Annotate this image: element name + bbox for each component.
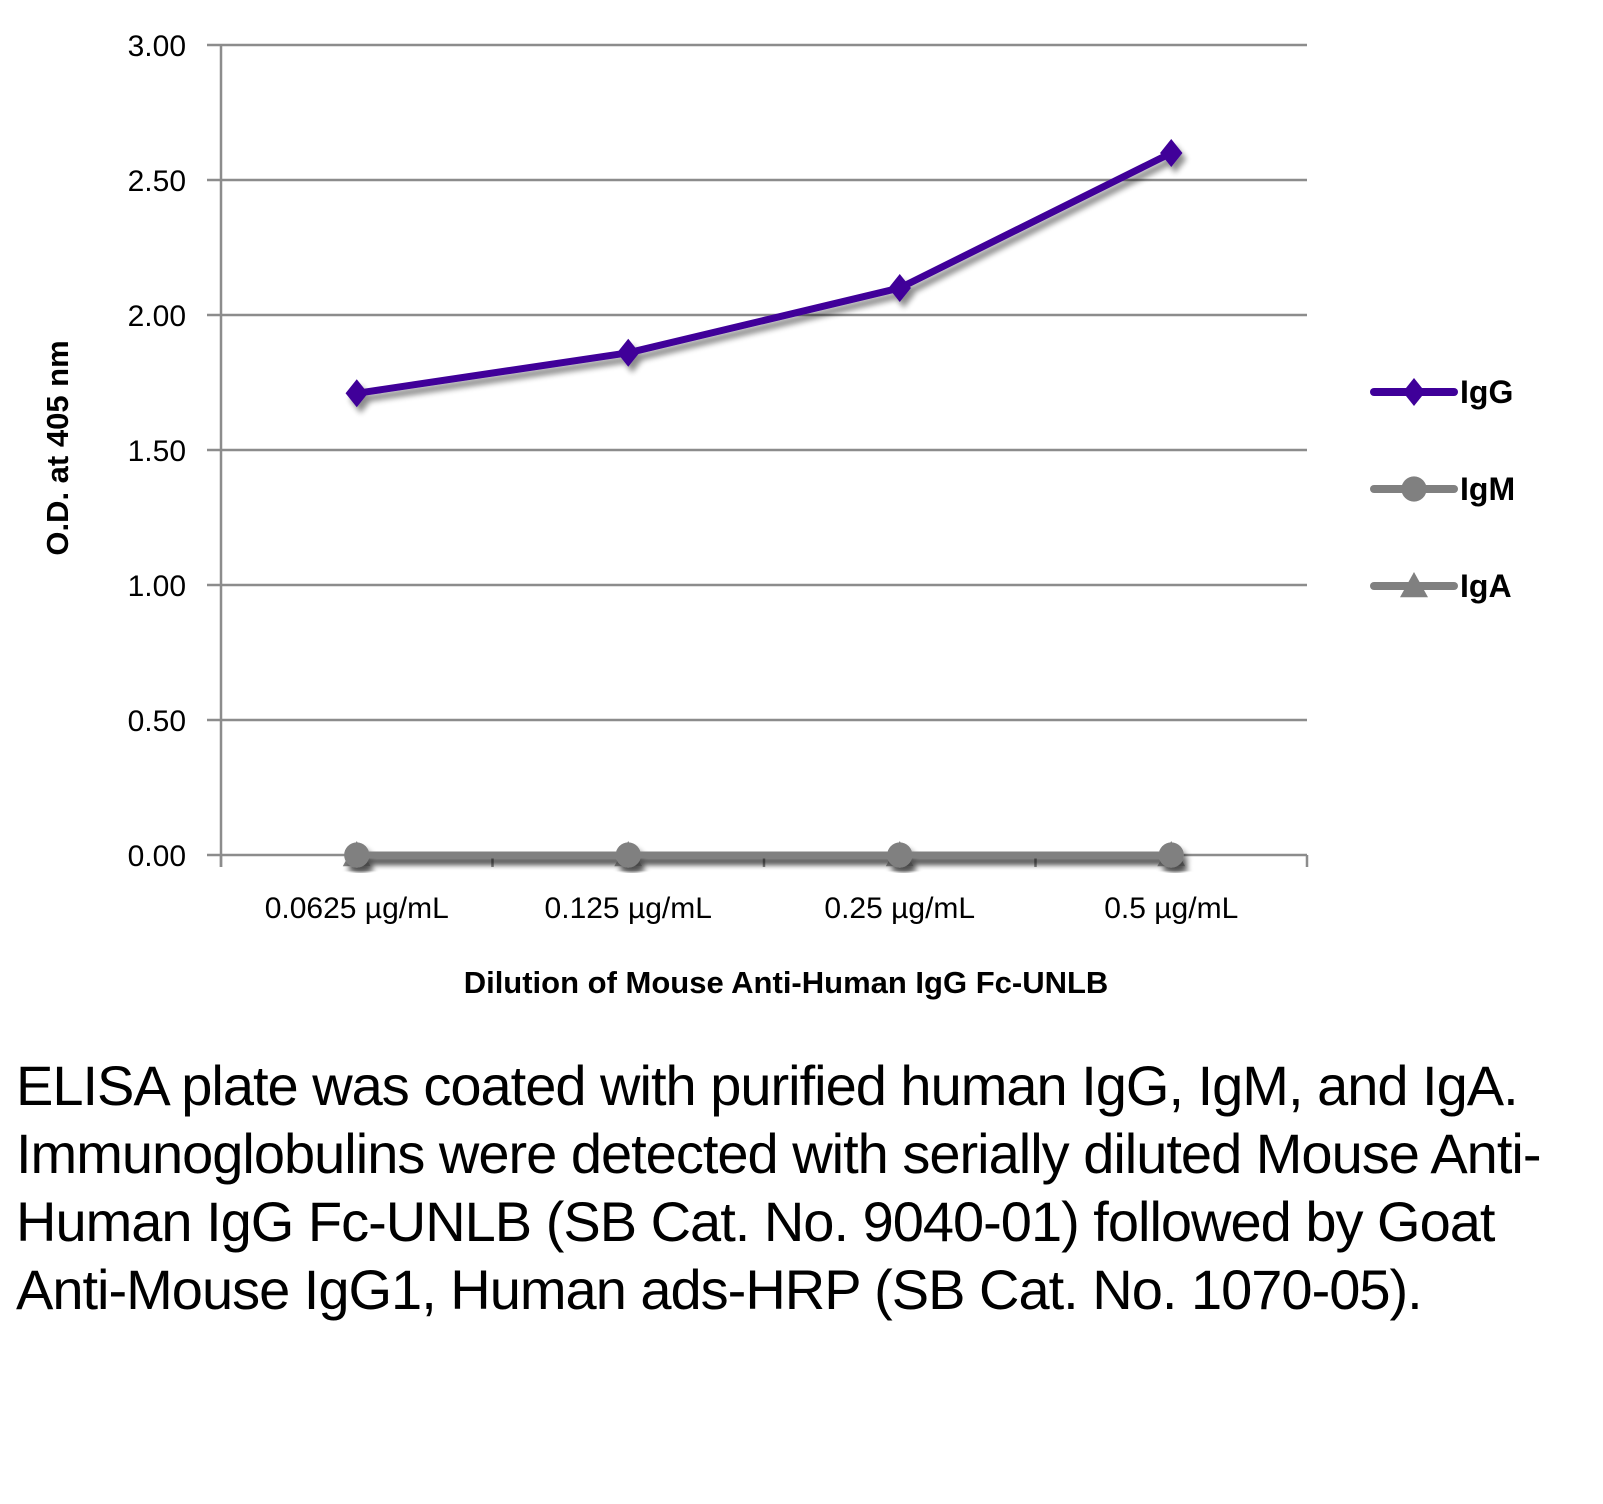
series-layer <box>342 139 1186 868</box>
y-tick-labels: 0.00 0.50 1.00 1.50 2.00 2.50 3.00 <box>128 30 186 873</box>
figure-caption: ELISA plate was coated with purified hum… <box>16 1054 1541 1321</box>
x-tick-label: 0.125 µg/mL <box>545 892 712 925</box>
legend-item-iga: IgA <box>1370 568 1512 604</box>
y-tick-label: 0.00 <box>128 840 186 873</box>
y-tick-label: 1.00 <box>128 570 186 603</box>
data-point-igg <box>888 274 911 302</box>
data-point-igg <box>345 379 368 408</box>
x-tick-label: 0.25 µg/mL <box>824 892 975 925</box>
series-igm <box>344 842 1184 868</box>
x-tick-labels: 0.0625 µg/mL 0.125 µg/mL 0.25 µg/mL 0.5 µg/… <box>265 892 1239 925</box>
x-tick-label: 0.5 µg/mL <box>1104 892 1238 925</box>
data-point-igm <box>344 842 370 868</box>
series-igg <box>345 139 1183 408</box>
legend-marker-circle-icon <box>1401 476 1427 502</box>
data-point-igm <box>1158 842 1184 868</box>
legend-label: IgM <box>1460 471 1515 507</box>
legend-label: IgG <box>1460 374 1513 410</box>
legend-item-igm: IgM <box>1370 471 1515 507</box>
y-axis-title: O.D. at 405 nm <box>40 340 75 555</box>
legend: IgG IgM IgA <box>1370 374 1515 604</box>
legend-label: IgA <box>1460 568 1512 604</box>
y-tick-label: 2.50 <box>128 165 186 198</box>
y-tick-label: 0.50 <box>128 705 186 738</box>
x-tick-label: 0.0625 µg/mL <box>265 892 449 925</box>
legend-marker-diamond-icon <box>1402 378 1426 406</box>
y-tick-label: 3.00 <box>128 30 186 63</box>
gridlines <box>207 43 1307 722</box>
data-point-igg <box>617 338 640 367</box>
data-point-igm <box>615 842 641 868</box>
y-tick-label: 1.50 <box>128 435 186 468</box>
legend-item-igg: IgG <box>1370 374 1513 410</box>
series-line-igg <box>356 149 1173 397</box>
x-axis-title: Dilution of Mouse Anti-Human IgG Fc-UNLB <box>464 965 1109 1000</box>
legend-marker-triangle-icon <box>1400 572 1428 598</box>
data-point-igm <box>887 842 913 868</box>
y-tick-label: 2.00 <box>128 300 186 333</box>
elisa-line-chart: 0.00 0.50 1.00 1.50 2.00 2.50 3.00 0.0625 µg/m… <box>40 30 1515 1000</box>
data-point-igg <box>1160 139 1183 167</box>
